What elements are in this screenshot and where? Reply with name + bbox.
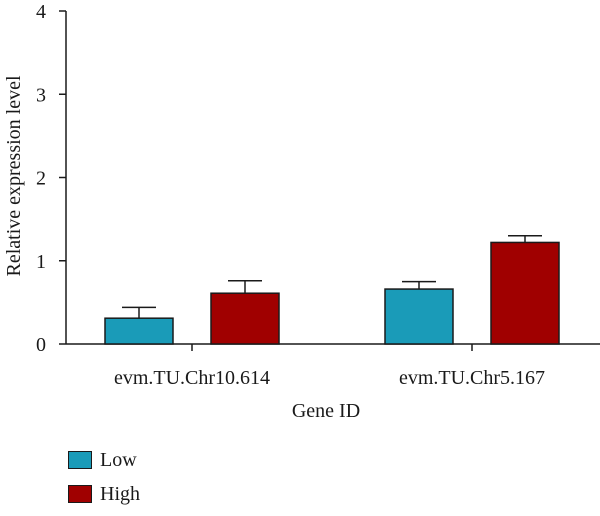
bar-low [104, 317, 174, 345]
bar-high [490, 241, 560, 345]
bars [104, 241, 560, 345]
x-axis-label: Gene ID [292, 400, 360, 422]
y-tick-label: 4 [36, 1, 46, 23]
legend-item-low: Low [68, 448, 140, 472]
y-axis-label: Relative expression level [3, 75, 25, 276]
y-tick-label: 1 [36, 251, 46, 273]
legend-label-low: Low [100, 449, 137, 471]
bar-high [210, 292, 280, 345]
legend: Low High [68, 448, 140, 516]
error-bars [122, 235, 542, 319]
y-tick-label: 0 [36, 334, 46, 356]
legend-swatch-high [68, 485, 92, 503]
y-tick-label: 3 [36, 84, 46, 106]
x-tick-label: evm.TU.Chr10.614 [114, 367, 270, 389]
legend-swatch-low [68, 451, 92, 469]
y-tick-label: 2 [36, 168, 46, 190]
x-tick-label: evm.TU.Chr5.167 [399, 367, 545, 389]
legend-item-high: High [68, 482, 140, 506]
legend-label-high: High [100, 483, 140, 505]
axes: 0 1 2 3 4 evm.TU.Chr10.614 evm.TU.Chr5.167 [36, 1, 600, 389]
bar-low [384, 288, 454, 345]
